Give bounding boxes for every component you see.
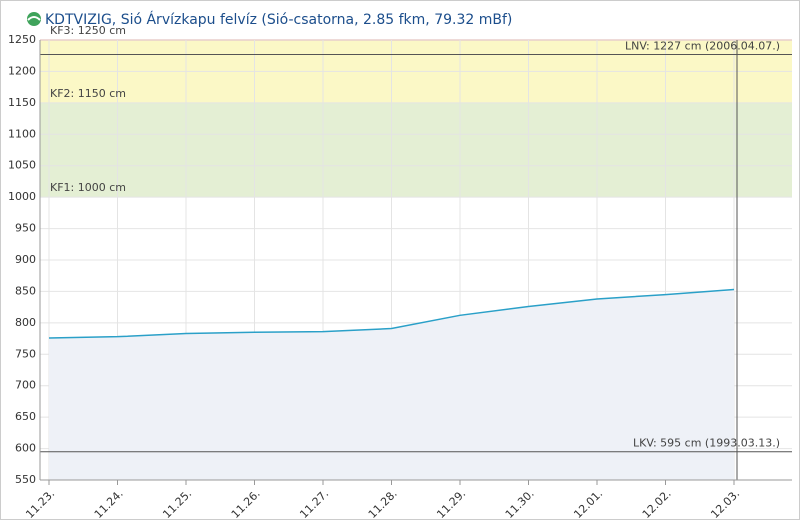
y-tick-label: 750 [15,347,36,360]
y-tick-label: 1250 [8,33,36,46]
logo [27,12,41,26]
y-tick-label: 1100 [8,127,36,140]
level-label: KF3: 1250 cm [50,24,126,37]
y-tick-label: 850 [15,284,36,297]
y-tick-label: 900 [15,253,36,266]
y-tick-label: 600 [15,442,36,455]
y-tick-label: 950 [15,222,36,235]
y-tick-label: 650 [15,410,36,423]
level-label: KF2: 1150 cm [50,87,126,100]
level-band [40,102,792,198]
level-label: KF1: 1000 cm [50,181,126,194]
y-tick-label: 1000 [8,190,36,203]
reference-label: LKV: 595 cm (1993.03.13.) [633,437,780,450]
y-tick-label: 1200 [8,64,36,77]
area [49,289,734,480]
line [48,288,735,339]
y-tick-label: 800 [15,316,36,329]
y-tick-label: 1050 [8,159,36,172]
chart-title: KDTVIZIG, Sió Árvízkapu felvíz (Sió-csat… [45,11,512,28]
y-tick-label: 550 [15,473,36,486]
y-tick-label: 700 [15,379,36,392]
reference-label: LNV: 1227 cm (2006.04.07.) [625,39,780,52]
y-tick-label: 1150 [8,96,36,109]
